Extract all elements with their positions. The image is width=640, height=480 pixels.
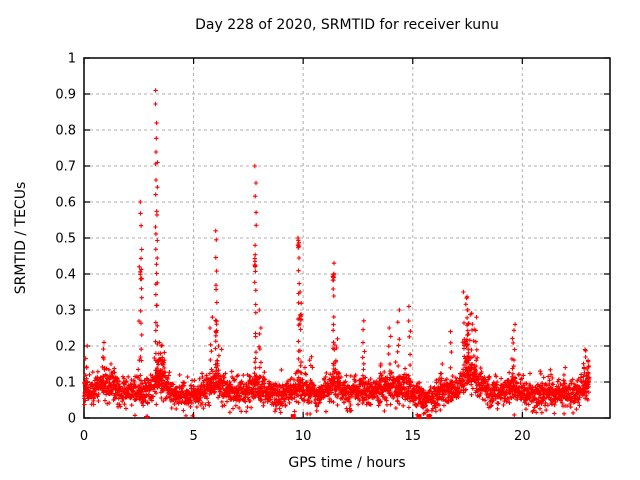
y-tick-label: 0.9 [55, 88, 76, 103]
y-tick-label: 0.1 [55, 376, 76, 391]
plot-border [83, 57, 611, 419]
data-points [81, 88, 592, 419]
grid-lines [84, 58, 610, 418]
x-tick-label: 0 [80, 429, 88, 444]
y-tick-label: 0.3 [55, 304, 76, 319]
zero-square-marker [426, 414, 432, 420]
zero-square-marker [416, 414, 422, 420]
x-tick-label: 10 [295, 429, 312, 444]
y-tick-label: 0.6 [55, 196, 76, 211]
y-tick-label: 1 [68, 52, 76, 67]
y-tick-label: 0.2 [55, 340, 76, 355]
x-tick-label: 5 [189, 429, 197, 444]
x-tick-label: 15 [404, 429, 421, 444]
y-tick-label: 0 [68, 412, 76, 427]
x-axis-title: GPS time / hours [288, 455, 406, 471]
zero-square-marker [290, 414, 296, 420]
y-tick-label: 0.8 [55, 124, 76, 139]
y-tick-label: 0.4 [55, 268, 76, 283]
y-tick-label: 0.7 [55, 160, 76, 175]
y-tick-label: 0.5 [55, 232, 76, 247]
x-tick-label: 20 [514, 429, 531, 444]
chart-title: Day 228 of 2020, SRMTID for receiver kun… [195, 17, 499, 33]
